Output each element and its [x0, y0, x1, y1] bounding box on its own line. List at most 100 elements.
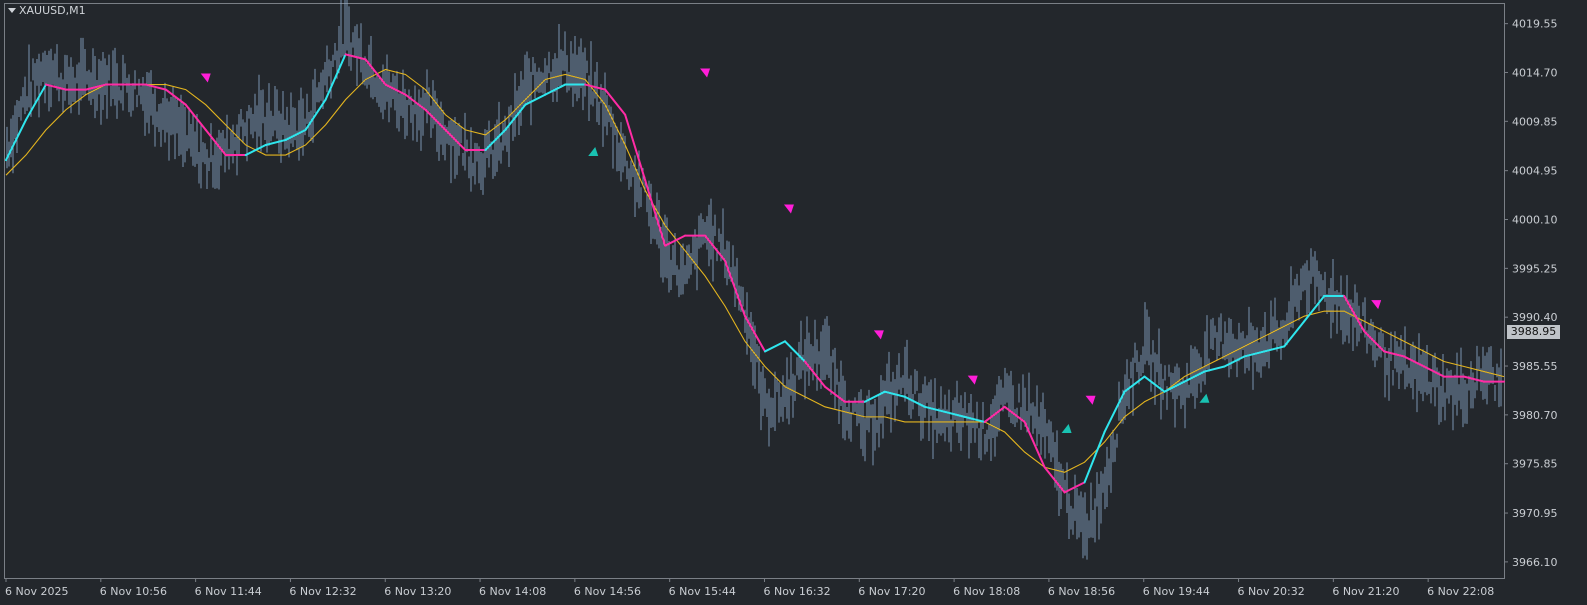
x-tick-label: 6 Nov 19:44 — [1143, 585, 1210, 598]
y-tick-label: 4004.95 — [1512, 165, 1558, 178]
fast-trend-segment — [783, 340, 806, 363]
fast-trend-segment — [1403, 355, 1426, 368]
fast-trend-segment — [84, 83, 107, 91]
fast-trend-segment — [1163, 380, 1186, 393]
fast-trend-segment — [1423, 365, 1446, 378]
fast-trend-segment — [1223, 355, 1246, 368]
fast-trend-segment — [1143, 375, 1166, 393]
sell-arrow-icon — [200, 73, 211, 83]
fast-trend-segment — [1363, 330, 1386, 353]
x-tick-label: 6 Nov 10:56 — [100, 585, 167, 598]
fast-trend-segment — [604, 88, 627, 116]
fast-trend-segment — [1263, 345, 1286, 353]
x-tick-label: 6 Nov 13:20 — [384, 585, 451, 598]
x-tick-label: 6 Nov 14:08 — [479, 585, 546, 598]
y-tick-label: 3970.95 — [1512, 507, 1558, 520]
fast-trend-segment — [983, 405, 1006, 423]
fast-trend-segment — [1283, 320, 1306, 348]
fast-trend-segment — [1203, 365, 1226, 373]
fast-trend-segment — [823, 385, 846, 403]
fast-trend-segment — [264, 138, 287, 146]
fast-trend-segment — [883, 390, 906, 398]
y-tick-label: 4014.70 — [1512, 66, 1558, 79]
fast-trend-segment — [204, 128, 227, 157]
fast-trend-segment — [943, 410, 966, 418]
fast-trend-segment — [1183, 370, 1206, 383]
x-tick-label: 6 Nov 18:08 — [953, 585, 1020, 598]
fast-trend-segment — [364, 58, 387, 86]
buy-arrow-icon — [1061, 423, 1072, 433]
fast-trend-segment — [304, 98, 327, 131]
fast-trend-segment — [544, 83, 567, 96]
x-tick-label: 6 Nov 20:32 — [1238, 585, 1305, 598]
fast-trend-segment — [903, 395, 926, 408]
current-price-tag: 3988.95 — [1507, 324, 1560, 339]
slow-trend-line — [5, 68, 1505, 473]
fast-trend-segment — [284, 128, 307, 141]
fast-trend-segment — [444, 128, 467, 152]
buy-arrow-icon — [588, 147, 599, 157]
x-tick-label: 6 Nov 18:56 — [1048, 585, 1115, 598]
fast-trend-segment — [1043, 466, 1066, 494]
y-tick-label: 4019.55 — [1512, 18, 1558, 31]
x-tick-label: 6 Nov 22:08 — [1427, 585, 1494, 598]
x-tick-label: 6 Nov 11:44 — [195, 585, 262, 598]
y-tick-label: 4000.10 — [1512, 214, 1558, 227]
dropdown-triangle-icon[interactable] — [8, 8, 16, 13]
fast-trend-segment — [144, 83, 167, 91]
fast-trend-segment — [803, 360, 826, 388]
sell-arrow-icon — [1085, 395, 1096, 405]
sell-arrow-icon — [1371, 300, 1382, 310]
fast-trend-segment — [484, 128, 507, 152]
fast-trend-segment — [863, 390, 886, 403]
sell-arrow-icon — [783, 204, 794, 214]
fast-trend-segment — [1063, 481, 1086, 494]
fast-trend-segment — [184, 103, 207, 131]
fast-trend-segment — [164, 88, 187, 106]
fast-trend-segment — [763, 340, 786, 353]
fast-trend-segment — [24, 83, 47, 121]
symbol-header[interactable]: XAUUSD,M1 — [8, 4, 86, 17]
fast-trend-segment — [744, 315, 766, 353]
x-tick-label: 6 Nov 12:32 — [289, 585, 356, 598]
symbol-timeframe-label: XAUUSD,M1 — [19, 4, 86, 17]
sell-arrow-icon — [873, 330, 884, 340]
fast-trend-segment — [324, 53, 347, 101]
fast-trend-segment — [1343, 295, 1366, 333]
fast-trend-segment — [1123, 375, 1146, 393]
fast-trend-segment — [724, 259, 747, 318]
fast-trend-segment — [5, 118, 27, 162]
fast-trend-segment — [1383, 350, 1406, 358]
y-tick-label: 3975.85 — [1512, 458, 1558, 471]
x-tick-label: 6 Nov 2025 — [5, 585, 68, 598]
plot-area[interactable] — [4, 3, 1505, 579]
y-tick-label: 3980.70 — [1512, 409, 1558, 422]
fast-trend-segment — [923, 405, 946, 413]
x-tick-label: 6 Nov 15:44 — [669, 585, 736, 598]
y-tick-label: 4009.85 — [1512, 115, 1558, 128]
y-tick-label: 3985.55 — [1512, 360, 1558, 373]
sell-arrow-icon — [967, 375, 978, 385]
y-tick-label: 3966.10 — [1512, 556, 1558, 569]
x-tick-label: 6 Nov 14:56 — [574, 585, 641, 598]
fast-trend-segment — [963, 415, 986, 423]
fast-trend-segment — [664, 234, 687, 247]
fast-trend-segment — [624, 113, 647, 182]
buy-arrow-icon — [1199, 393, 1210, 403]
fast-trend-segment — [1103, 390, 1126, 433]
x-tick-label: 6 Nov 17:20 — [858, 585, 925, 598]
fast-trend-segment — [504, 103, 527, 131]
fast-trend-segment — [424, 108, 447, 131]
fast-trend-segment — [1003, 405, 1026, 423]
fast-trend-segment — [404, 93, 427, 111]
x-tick-label: 6 Nov 16:32 — [763, 585, 830, 598]
sell-arrow-icon — [700, 68, 711, 78]
fast-trend-segment — [1303, 295, 1326, 323]
fast-trend-segment — [644, 179, 667, 247]
fast-trend-segment — [1243, 350, 1266, 358]
fast-trend-segment — [384, 83, 407, 96]
fast-trend-segment — [344, 53, 367, 61]
x-tick-label: 6 Nov 21:20 — [1332, 585, 1399, 598]
